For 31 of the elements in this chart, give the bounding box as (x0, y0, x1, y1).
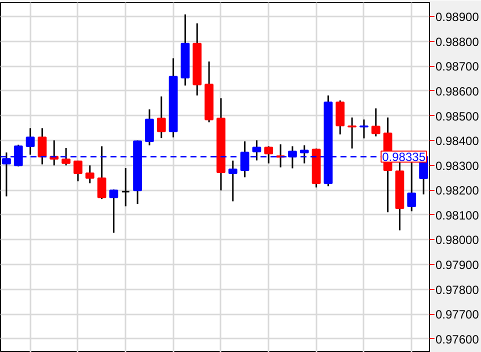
y-tick-label: 0.98200 (436, 184, 480, 198)
y-tick-label: 0.98300 (436, 158, 480, 173)
ref-line-label: 0.98335 (382, 150, 426, 164)
y-tick-label: 0.98500 (436, 109, 480, 124)
y-tick-label: 0.98600 (436, 84, 480, 98)
candlestick (97, 146, 106, 200)
y-tick-label: 0.98800 (436, 34, 480, 49)
candlestick (156, 96, 166, 139)
candlestick (264, 146, 274, 164)
candlestick (62, 147, 70, 166)
candlestick (348, 116, 356, 150)
y-tick-label: 0.97700 (436, 308, 480, 322)
y-tick-label: 0.97600 (436, 332, 480, 346)
candlestick (336, 100, 345, 136)
candlestick (360, 118, 368, 140)
candlestick (109, 188, 118, 234)
y-tick-label: 0.97800 (436, 282, 480, 297)
y-tick-label: 0.98400 (436, 134, 480, 148)
candlestick (145, 108, 154, 146)
y-tick-label: 0.98900 (436, 10, 480, 24)
candlestick (407, 160, 416, 212)
candlestick (85, 164, 94, 184)
y-tick-label: 0.97900 (436, 258, 480, 272)
candlestick (121, 167, 130, 208)
candlestick (74, 160, 82, 182)
candlestick (371, 108, 380, 138)
y-tick-label: 0.98000 (436, 233, 480, 248)
candlestick (38, 127, 47, 166)
candlestick (228, 160, 238, 202)
y-tick-label: 0.98700 (436, 60, 480, 74)
y-tick-label: 0.98100 (436, 208, 480, 222)
